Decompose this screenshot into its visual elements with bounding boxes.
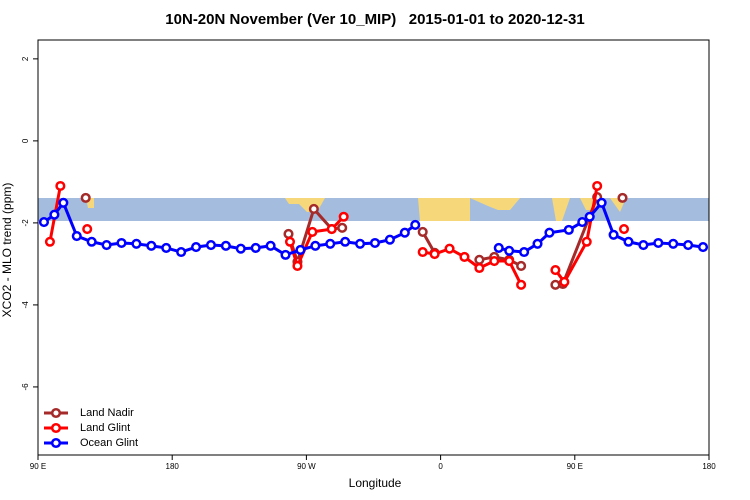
data-point xyxy=(337,222,348,233)
y-tick-label: 2 xyxy=(21,56,30,61)
x-tick-label: 90 E xyxy=(567,462,583,471)
data-point xyxy=(307,226,318,237)
x-tick-label: 180 xyxy=(166,462,180,471)
data-point xyxy=(584,211,595,222)
data-point xyxy=(101,239,112,251)
data-point xyxy=(618,223,630,235)
data-point xyxy=(325,238,336,249)
ocean-band xyxy=(38,198,709,221)
data-point xyxy=(683,239,694,251)
y-axis-label: XCO2 - MLO trend (ppm) xyxy=(0,183,14,318)
data-point xyxy=(131,238,142,249)
data-point xyxy=(369,237,381,249)
data-point xyxy=(38,217,50,228)
data-point xyxy=(653,237,664,249)
data-point xyxy=(338,211,349,222)
data-point xyxy=(399,227,410,238)
data-point xyxy=(668,238,679,249)
data-point xyxy=(49,209,60,220)
x-tick-label: 90 E xyxy=(30,462,46,471)
data-point xyxy=(191,242,202,253)
data-point xyxy=(58,197,69,208)
y-tick-label: -6 xyxy=(21,383,30,391)
data-point xyxy=(516,260,527,272)
data-point xyxy=(308,203,319,215)
data-point xyxy=(355,238,366,249)
legend-label: Land Glint xyxy=(80,422,130,434)
data-point xyxy=(577,217,588,228)
map-band xyxy=(38,198,709,221)
x-axis-label: Longitude xyxy=(349,476,402,490)
data-point xyxy=(459,251,470,262)
x-tick-label: 90 W xyxy=(297,462,316,471)
data-point xyxy=(410,219,421,230)
land-patch xyxy=(86,198,626,221)
data-point xyxy=(235,243,246,254)
data-point xyxy=(283,228,294,240)
data-point xyxy=(429,249,440,260)
data-point xyxy=(326,223,337,235)
data-point xyxy=(161,242,172,253)
data-point xyxy=(596,197,607,208)
data-point xyxy=(504,255,515,267)
data-point xyxy=(44,236,55,247)
legend: Land Nadir Land Glint Ocean Glint xyxy=(44,407,138,449)
data-point xyxy=(608,229,619,240)
legend-marker xyxy=(50,422,62,434)
y-tick-label: -2 xyxy=(21,219,30,227)
data-point xyxy=(80,192,91,203)
data-point xyxy=(417,226,428,237)
x-tick-label: 0 xyxy=(438,462,443,471)
data-point xyxy=(82,223,93,235)
data-point xyxy=(86,236,97,247)
data-point xyxy=(250,242,261,253)
data-point xyxy=(284,236,296,247)
legend-marker xyxy=(50,437,62,449)
data-point xyxy=(638,239,649,251)
legend-label: Ocean Glint xyxy=(80,437,138,449)
data-point xyxy=(504,245,515,256)
data-point xyxy=(581,236,592,247)
y-tick-label: 0 xyxy=(21,138,30,143)
x-tick-label: 180 xyxy=(702,462,716,471)
plot-frame xyxy=(37,39,710,456)
y-tick-label: -4 xyxy=(21,301,30,309)
data-point xyxy=(550,265,561,276)
data-point xyxy=(220,240,231,251)
data-point xyxy=(340,236,351,247)
data-point xyxy=(205,239,217,251)
data-point xyxy=(617,192,628,203)
data-point xyxy=(532,238,543,249)
data-point xyxy=(310,240,321,251)
data-point xyxy=(55,180,66,192)
data-point xyxy=(563,224,574,235)
data-point xyxy=(623,236,634,247)
data-point xyxy=(146,240,157,251)
data-point xyxy=(493,242,504,253)
data-point xyxy=(516,279,527,290)
chart-title: 10N-20N November (Ver 10_MIP) 2015-01-01… xyxy=(165,11,584,28)
data-point xyxy=(292,260,303,272)
data-point xyxy=(295,244,306,256)
data-point xyxy=(519,246,530,258)
data-point xyxy=(444,243,455,254)
data-point xyxy=(489,255,500,267)
data-point xyxy=(176,246,187,258)
data-point xyxy=(417,246,428,258)
data-point xyxy=(116,237,127,249)
legend-label: Land Nadir xyxy=(80,407,134,419)
legend-marker xyxy=(50,407,62,419)
data-point xyxy=(280,249,291,260)
data-point xyxy=(474,254,485,265)
data-point xyxy=(559,276,570,287)
data-point xyxy=(71,230,82,242)
data-point xyxy=(384,234,395,245)
data-point xyxy=(697,242,709,253)
data-point xyxy=(544,227,555,238)
data-point xyxy=(474,262,485,274)
data-point xyxy=(265,240,276,251)
data-point xyxy=(592,180,603,192)
